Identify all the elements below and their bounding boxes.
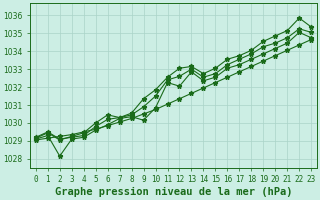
X-axis label: Graphe pression niveau de la mer (hPa): Graphe pression niveau de la mer (hPa) [55,187,292,197]
